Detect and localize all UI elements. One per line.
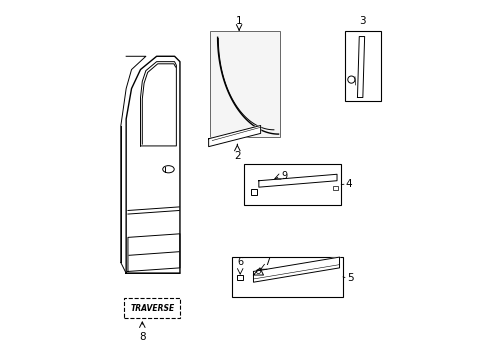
- Bar: [231, 257, 343, 297]
- Bar: [124, 298, 180, 318]
- Polygon shape: [258, 174, 336, 187]
- Bar: [250, 189, 257, 195]
- Bar: [344, 31, 380, 101]
- Text: 8: 8: [139, 332, 145, 342]
- Text: 1: 1: [235, 16, 242, 26]
- Text: 6: 6: [237, 257, 243, 267]
- Text: 2: 2: [234, 150, 240, 161]
- Bar: [244, 164, 341, 205]
- Ellipse shape: [163, 166, 174, 173]
- Bar: [237, 275, 243, 280]
- Bar: [210, 31, 280, 137]
- Text: TRAVERSE: TRAVERSE: [130, 304, 174, 313]
- Text: 9: 9: [281, 171, 286, 181]
- Text: 3: 3: [358, 16, 365, 26]
- Text: 4: 4: [345, 179, 351, 189]
- Polygon shape: [253, 268, 263, 275]
- Polygon shape: [357, 37, 364, 98]
- Text: 5: 5: [346, 273, 353, 283]
- Polygon shape: [253, 257, 339, 282]
- Polygon shape: [208, 126, 260, 147]
- Bar: [333, 186, 337, 190]
- Text: 7: 7: [264, 257, 270, 267]
